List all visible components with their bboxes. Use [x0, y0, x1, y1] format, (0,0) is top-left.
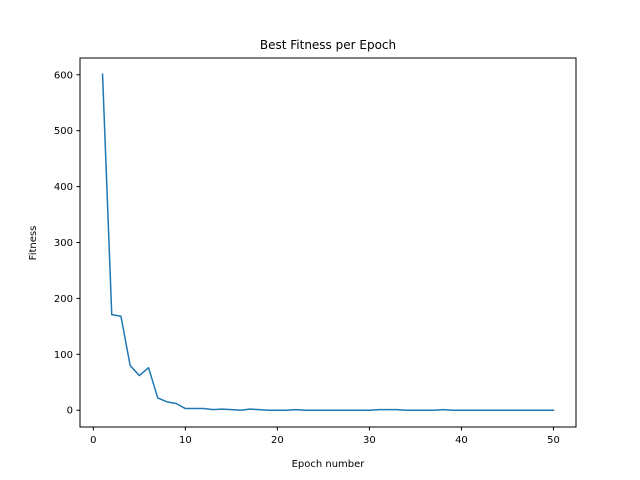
x-tick-label: 30 [363, 435, 376, 446]
x-tick-label: 20 [271, 435, 284, 446]
x-tick-label: 10 [179, 435, 192, 446]
y-axis-label: Fitness [28, 226, 39, 261]
y-tick-label: 600 [54, 70, 73, 81]
y-tick-label: 400 [54, 182, 73, 193]
y-tick-label: 500 [54, 126, 73, 137]
y-tick-label: 100 [54, 350, 73, 361]
x-tick-label: 50 [547, 435, 560, 446]
x-tick-label: 40 [455, 435, 468, 446]
fitness-series-line [101, 73, 555, 411]
y-tick-label: 200 [54, 294, 73, 305]
y-tick-label: 0 [67, 406, 73, 417]
x-tick-label: 0 [90, 435, 96, 446]
chart-title: Best Fitness per Epoch [260, 38, 396, 52]
x-axis-label: Epoch number [292, 459, 366, 470]
y-tick-label: 300 [54, 238, 73, 249]
